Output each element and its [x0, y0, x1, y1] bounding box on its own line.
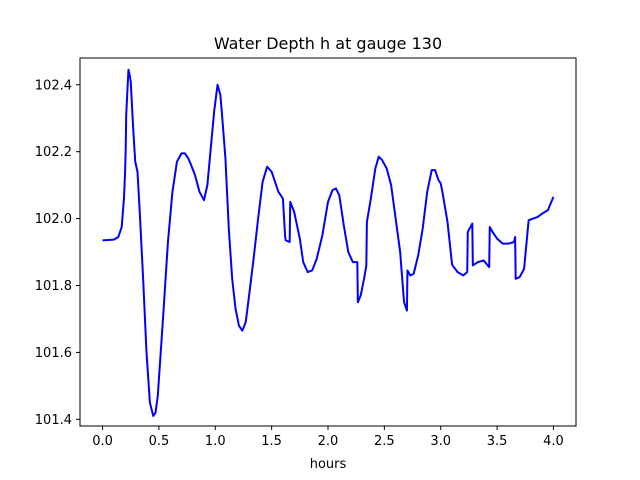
- y-tick-label: 101.4: [35, 413, 72, 428]
- y-tick-label: 102.0: [35, 212, 72, 227]
- series-line: [102, 68, 555, 417]
- y-tick-label: 102.2: [35, 145, 72, 160]
- x-tick-label: 3.5: [487, 434, 508, 449]
- x-tick-label: 0.0: [92, 434, 113, 449]
- x-tick-label: 0.5: [149, 434, 170, 449]
- y-tick-label: 102.4: [35, 78, 72, 93]
- y-axis: 101.4 101.6 101.8 102.0 102.2 102.4: [35, 78, 80, 428]
- x-tick-label: 1.5: [261, 434, 282, 449]
- x-tick-label: 2.5: [374, 434, 395, 449]
- x-tick-label: 2.0: [318, 434, 339, 449]
- y-tick-label: 101.6: [35, 346, 72, 361]
- x-tick-label: 4.0: [543, 434, 564, 449]
- x-tick-label: 1.0: [205, 434, 226, 449]
- x-tick-label: 3.0: [430, 434, 451, 449]
- chart-title: Water Depth h at gauge 130: [214, 34, 442, 53]
- y-tick-label: 101.8: [35, 279, 72, 294]
- x-axis: 0.0 0.5 1.0 1.5 2.0 2.5 3.0 3.5 4.0: [92, 426, 564, 449]
- x-axis-label: hours: [310, 457, 347, 472]
